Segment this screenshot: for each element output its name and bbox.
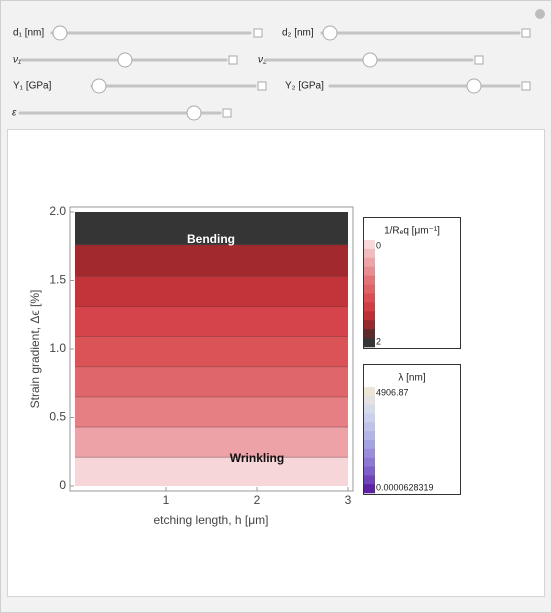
slider-thumb[interactable]: [322, 25, 338, 41]
expand-button[interactable]: [257, 81, 267, 91]
slider-thumb[interactable]: [117, 52, 133, 68]
slider-thumb[interactable]: [362, 52, 378, 68]
slider-thumb[interactable]: [466, 78, 482, 94]
legend-swatch: [364, 431, 375, 441]
y-tick-label: 1.0: [49, 341, 66, 355]
legend-swatch: [364, 404, 375, 414]
legend-swatch: [364, 240, 375, 250]
slider-label: Y₂ [GPa]: [285, 81, 324, 92]
controls: d₁ [nm] d₂ [nm] ν₁ ν₂ Y₁ [GPa] Y₂ [GPa] ε: [12, 25, 531, 121]
contour-band: [75, 457, 348, 486]
legend-swatch: [364, 266, 375, 276]
legend-swatch: [364, 466, 375, 476]
chart: 0 0.5 1.0 1.5 2.0 1 2 3 etching length, h [μm] St…: [28, 204, 461, 527]
legend-swatch: [364, 448, 375, 458]
expand-button[interactable]: [253, 28, 263, 38]
contour-band: [75, 396, 348, 428]
legend-swatch: [364, 275, 375, 285]
legend-swatch: [364, 395, 375, 405]
legend-swatch: [364, 257, 375, 268]
legend-swatch: [364, 422, 375, 432]
legend-swatch: [364, 387, 375, 397]
annotation: Bending: [187, 232, 235, 246]
legend-box: [363, 217, 461, 349]
slider-label: Y₁ [GPa]: [13, 81, 52, 92]
expand-button[interactable]: [474, 55, 484, 65]
contour-band: [75, 427, 348, 458]
contour-band: [75, 212, 348, 245]
legend-swatch: [364, 413, 375, 423]
legend-swatch: [364, 457, 375, 467]
slider-thumb[interactable]: [91, 78, 107, 94]
y-tick-label: 0.5: [49, 410, 66, 424]
slider-thumb[interactable]: [52, 25, 68, 41]
legend-tick-label: 4906.87: [376, 387, 409, 397]
legend-swatch: [364, 484, 375, 494]
slider-thumb[interactable]: [186, 105, 202, 121]
legend-swatch: [364, 320, 375, 330]
legend-swatch: [364, 338, 375, 348]
expand-button[interactable]: [228, 55, 238, 65]
legend-box: [363, 364, 461, 495]
x-tick-label: 1: [163, 493, 170, 507]
legend-tick-label: 0.0000628319: [376, 482, 434, 492]
legend-swatch: [364, 329, 375, 339]
legend-swatch: [364, 311, 375, 321]
legend-swatch: [364, 475, 375, 485]
slider-label: d₁ [nm]: [13, 28, 44, 39]
slider-label: ε: [12, 108, 17, 119]
expand-button[interactable]: [521, 81, 531, 91]
slider-label: d₂ [nm]: [282, 28, 314, 39]
slider-label: ν₂: [258, 55, 267, 66]
options-button[interactable]: [535, 9, 545, 19]
legend-title: λ [nm]: [398, 373, 425, 384]
y-axis-label: Strain gradient, Δϵ [%]: [28, 290, 42, 409]
legend-swatch: [364, 293, 375, 303]
legend-swatch: [364, 248, 375, 259]
y-tick-label: 2.0: [49, 204, 66, 218]
expand-button[interactable]: [521, 28, 531, 38]
contour-band: [75, 244, 348, 277]
legend-swatch: [364, 302, 375, 312]
annotation: Wrinkling: [230, 451, 284, 465]
y-tick-label: 1.5: [49, 273, 66, 287]
expand-button[interactable]: [222, 108, 232, 118]
contour-band: [75, 276, 348, 307]
contour-band: [75, 306, 348, 337]
x-tick-label: 3: [345, 493, 352, 507]
legend-title: 1/Rₑq [μm⁻¹]: [384, 226, 440, 237]
x-axis-label: etching length, h [μm]: [154, 513, 269, 527]
slider-label: ν₁: [13, 55, 21, 66]
legend-swatch: [364, 440, 375, 450]
legend-tick-label: 0: [376, 240, 381, 250]
legend-swatch: [364, 284, 375, 294]
contour-band: [75, 366, 348, 397]
y-tick-label: 0: [59, 478, 66, 492]
legend-tick-label: 2: [376, 336, 381, 346]
contour-band: [75, 336, 348, 367]
x-tick-label: 2: [254, 493, 261, 507]
